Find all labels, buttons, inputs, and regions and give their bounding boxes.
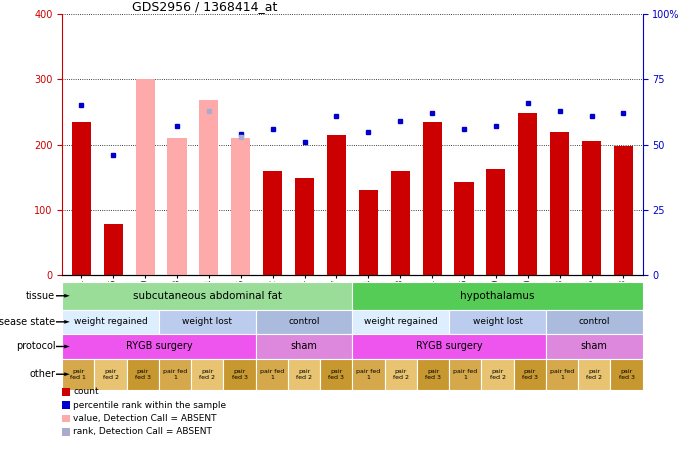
Text: pair
fed 3: pair fed 3 (618, 369, 634, 380)
Text: pair
fed 3: pair fed 3 (135, 369, 151, 380)
Text: disease state: disease state (0, 317, 55, 327)
Text: pair
fed 2: pair fed 2 (586, 369, 603, 380)
Text: value, Detection Call = ABSENT: value, Detection Call = ABSENT (73, 414, 217, 423)
Text: pair
fed 2: pair fed 2 (102, 369, 119, 380)
Text: pair
fed 2: pair fed 2 (296, 369, 312, 380)
Text: pair fed
1: pair fed 1 (163, 369, 187, 380)
Text: rank, Detection Call = ABSENT: rank, Detection Call = ABSENT (73, 428, 212, 436)
Text: weight lost: weight lost (473, 318, 522, 326)
Text: weight lost: weight lost (182, 318, 232, 326)
Bar (390, 171, 410, 275)
Text: RYGB surgery: RYGB surgery (416, 341, 482, 352)
Bar (614, 146, 633, 275)
Text: tissue: tissue (26, 291, 55, 301)
Text: control: control (578, 318, 610, 326)
Bar (231, 138, 250, 275)
Bar (135, 80, 155, 275)
Text: weight regained: weight regained (364, 318, 437, 326)
Text: weight regained: weight regained (74, 318, 147, 326)
Bar (199, 100, 218, 275)
Text: pair
fed 3: pair fed 3 (425, 369, 441, 380)
Bar (72, 122, 91, 275)
Bar (486, 169, 506, 275)
Text: sham: sham (291, 341, 317, 352)
Text: pair
fed 2: pair fed 2 (199, 369, 216, 380)
Text: RYGB surgery: RYGB surgery (126, 341, 192, 352)
Text: protocol: protocol (16, 341, 55, 352)
Bar (582, 141, 601, 275)
Bar (359, 190, 378, 275)
Text: pair
fed 1: pair fed 1 (70, 369, 86, 380)
Text: control: control (288, 318, 320, 326)
Text: sham: sham (581, 341, 607, 352)
Text: pair fed
1: pair fed 1 (357, 369, 381, 380)
Bar (550, 132, 569, 275)
Text: hypothalamus: hypothalamus (460, 291, 535, 301)
Text: pair fed
1: pair fed 1 (550, 369, 574, 380)
Bar (518, 113, 538, 275)
Text: pair
fed 2: pair fed 2 (489, 369, 506, 380)
Text: pair
fed 3: pair fed 3 (328, 369, 344, 380)
Text: other: other (29, 369, 55, 379)
Text: pair
fed 2: pair fed 2 (392, 369, 409, 380)
Bar (104, 224, 123, 275)
Bar (423, 122, 442, 275)
Text: pair fed
1: pair fed 1 (260, 369, 284, 380)
Bar (455, 182, 473, 275)
Bar (263, 171, 282, 275)
Text: count: count (73, 388, 99, 396)
Bar (295, 179, 314, 275)
Text: pair fed
1: pair fed 1 (453, 369, 477, 380)
Text: pair
fed 3: pair fed 3 (231, 369, 247, 380)
Text: subcutaneous abdominal fat: subcutaneous abdominal fat (133, 291, 282, 301)
Text: pair
fed 3: pair fed 3 (522, 369, 538, 380)
Text: percentile rank within the sample: percentile rank within the sample (73, 401, 227, 410)
Text: GDS2956 / 1368414_at: GDS2956 / 1368414_at (132, 0, 277, 13)
Bar (327, 135, 346, 275)
Bar (167, 138, 187, 275)
